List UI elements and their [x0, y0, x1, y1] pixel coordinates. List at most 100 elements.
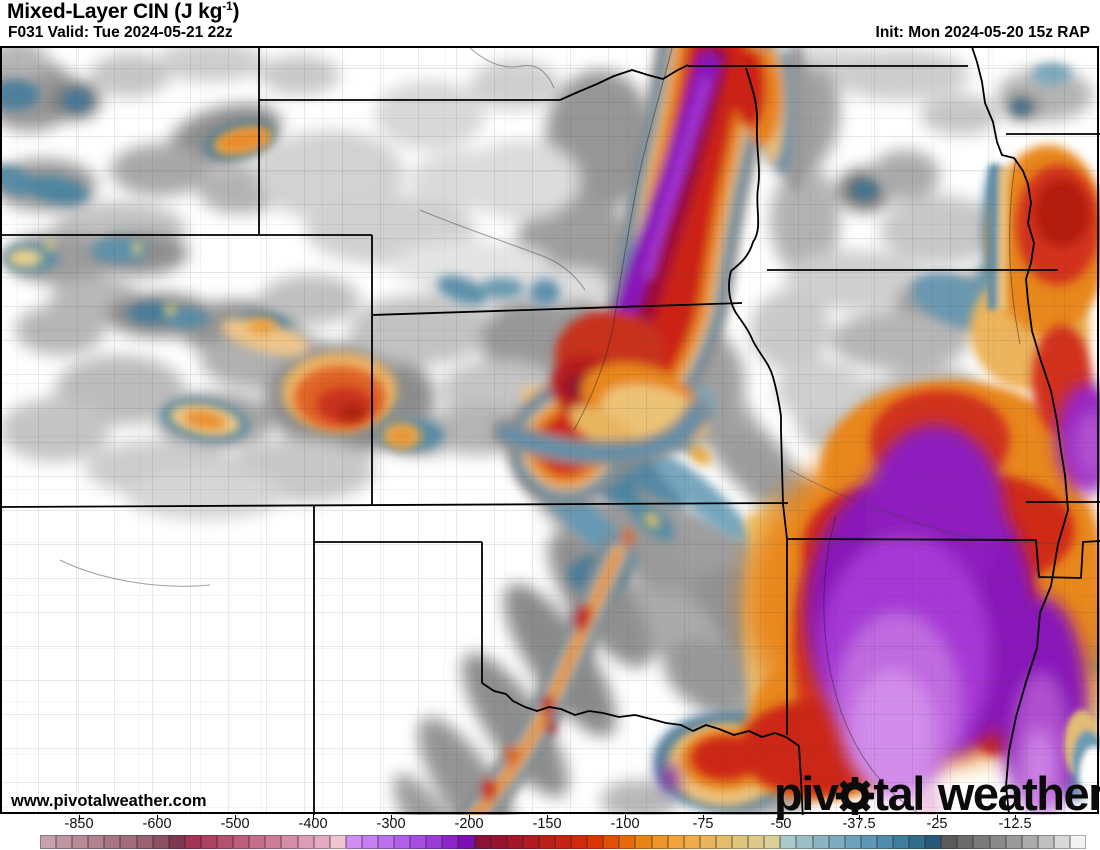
colorbar-cell	[957, 835, 974, 849]
colorbar-cell	[442, 835, 459, 849]
colorbar-cell	[973, 835, 990, 849]
init-time-label: Init: Mon 2024-05-20 15z RAP	[875, 24, 1090, 41]
colorbar-cell	[780, 835, 797, 849]
colorbar-cell	[1037, 835, 1054, 849]
colorbar-cell	[410, 835, 427, 849]
title-superscript: -1	[222, 0, 233, 13]
colorbar-cell	[458, 835, 475, 849]
colorbar-cell	[941, 835, 958, 849]
title-text: Mixed-Layer CIN (J kg	[7, 0, 223, 23]
colorbar-cell	[715, 835, 733, 849]
colorbar-tick-label: -25	[926, 816, 948, 832]
colorbar-cell	[909, 835, 926, 849]
colorbar-cell	[506, 835, 523, 849]
colorbar-cell	[265, 835, 282, 849]
colorbar-cell	[361, 835, 378, 849]
colorbar-cell	[603, 835, 620, 849]
colorbar-cell	[329, 835, 346, 849]
colorbar-tick	[703, 815, 704, 820]
colorbar-cell	[764, 835, 781, 849]
colorbar-cell	[168, 835, 185, 849]
colorbar-cell	[136, 835, 153, 849]
pivotal-weather-logo: piv tal weather	[774, 770, 1100, 817]
colorbar-cell	[844, 835, 861, 849]
colorbar-tick-label: -12.5	[998, 816, 1032, 832]
colorbar-cell	[474, 835, 491, 849]
colorbar-cell	[233, 835, 250, 849]
colorbar-cell	[104, 835, 121, 849]
contour-lines	[573, 47, 1021, 815]
colorbar-cell	[1005, 835, 1022, 849]
colorbar-cell	[152, 835, 169, 849]
colorbar-cell	[297, 835, 314, 849]
logo-text-weather: weather	[937, 767, 1100, 820]
state-borders	[0, 46, 1100, 821]
county-grid-2	[0, 46, 1100, 815]
map-frame	[0, 46, 1099, 814]
colorbar-tick	[469, 815, 470, 820]
colorbar-cell	[522, 835, 539, 849]
colorbar-cell	[72, 835, 89, 849]
colorbar-cell	[828, 835, 845, 849]
colorbar-cell	[377, 835, 395, 849]
colorbar-tick-label: -500	[220, 816, 250, 832]
watermark-url: www.pivotalweather.com	[11, 792, 207, 810]
colorbar-tick	[781, 815, 782, 820]
colorbar-cell	[925, 835, 942, 849]
colorbar-cell	[56, 835, 73, 849]
colorbar-cell	[1070, 835, 1087, 849]
colorbar-cell	[860, 835, 877, 849]
colorbar-tick-label: -200	[454, 816, 484, 832]
colorbar-tick-label: -75	[692, 816, 714, 832]
colorbar-cell	[490, 835, 507, 849]
colorbar-cell	[732, 835, 749, 849]
colorbar-cell	[812, 835, 829, 849]
colorbar-tick-label: -600	[142, 816, 172, 832]
logo-text-piv: piv	[774, 767, 839, 820]
colorbar-tick	[157, 815, 158, 820]
colorbar-cell	[538, 835, 555, 849]
title-close: )	[232, 0, 240, 23]
colorbar-cell	[571, 835, 588, 849]
colorbar-cell	[876, 835, 893, 849]
gear-icon	[836, 776, 875, 815]
colorbar-cell	[892, 835, 910, 849]
colorbar-cell	[619, 835, 636, 849]
colorbar-cell	[699, 835, 716, 849]
colorbar-tick	[313, 815, 314, 820]
colorbar-tick	[79, 815, 80, 820]
colorbar-cell	[281, 835, 298, 849]
colorbar-cell	[635, 835, 652, 849]
colorbar-tick-label: -150	[532, 816, 562, 832]
colorbar-cell	[667, 835, 684, 849]
colorbar-cell	[40, 835, 57, 849]
colorbar-cell	[587, 835, 604, 849]
colorbar-tick	[235, 815, 236, 820]
colorbar-cell	[1021, 835, 1038, 849]
colorbar-cell	[989, 835, 1006, 849]
colorbar-cell	[200, 835, 218, 849]
colorbar-tick-label: -300	[376, 816, 406, 832]
colorbar-cell	[184, 835, 201, 849]
colorbar-tick-label: -850	[64, 816, 94, 832]
colorbar-cell	[313, 835, 330, 849]
colorbar-cell	[345, 835, 362, 849]
colorbar-cell	[748, 835, 765, 849]
colorbar-cell	[88, 835, 105, 849]
rivers	[59, 47, 1057, 587]
colorbar	[40, 835, 1087, 849]
colorbar-cell	[1053, 835, 1070, 849]
colorbar-cell	[217, 835, 234, 849]
colorbar-cell	[249, 835, 266, 849]
page-title: Mixed-Layer CIN (J kg-1)	[7, 0, 239, 24]
colorbar-tick	[625, 815, 626, 820]
colorbar-tick	[859, 815, 860, 820]
colorbar-tick-label: -50	[770, 816, 792, 832]
colorbar-tick-label: -37.5	[842, 816, 876, 832]
colorbar-cell	[683, 835, 700, 849]
colorbar-tick	[1015, 815, 1016, 820]
colorbar-cell	[394, 835, 411, 849]
colorbar-tick	[391, 815, 392, 820]
